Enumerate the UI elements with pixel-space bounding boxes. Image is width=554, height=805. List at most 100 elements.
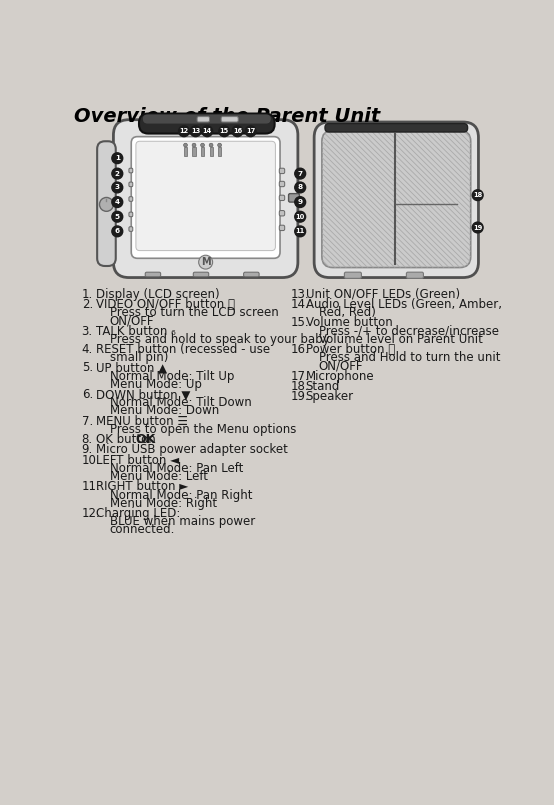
Text: 11: 11 <box>296 229 305 234</box>
Text: ON/OFF: ON/OFF <box>110 314 154 327</box>
Circle shape <box>201 143 204 147</box>
Circle shape <box>219 126 230 137</box>
FancyBboxPatch shape <box>129 212 133 217</box>
Circle shape <box>295 226 306 237</box>
Bar <box>209 147 213 156</box>
Text: Press and Hold to turn the unit: Press and Hold to turn the unit <box>319 351 500 364</box>
Text: Menu Mode: Down: Menu Mode: Down <box>110 404 219 417</box>
Text: Speaker: Speaker <box>306 390 354 403</box>
Text: M: M <box>201 257 211 267</box>
Text: Press to open the Menu options: Press to open the Menu options <box>110 423 296 436</box>
Text: 9.: 9. <box>81 444 93 456</box>
Text: 5: 5 <box>115 213 120 220</box>
FancyBboxPatch shape <box>129 196 133 201</box>
Text: 8.: 8. <box>81 433 93 446</box>
Text: Charging LED:: Charging LED: <box>96 507 181 520</box>
Text: 7: 7 <box>297 171 302 176</box>
Text: OK: OK <box>135 433 155 446</box>
Text: Audio Level LEDs (Green, Amber,: Audio Level LEDs (Green, Amber, <box>306 298 501 311</box>
FancyBboxPatch shape <box>325 123 468 132</box>
FancyBboxPatch shape <box>197 117 209 122</box>
Text: 18: 18 <box>473 192 483 198</box>
Text: 5.: 5. <box>81 361 93 374</box>
Text: 1: 1 <box>115 155 120 161</box>
Text: Menu Mode: Left: Menu Mode: Left <box>110 470 208 483</box>
Text: Normal Mode: Tilt Up: Normal Mode: Tilt Up <box>110 369 234 382</box>
Circle shape <box>232 126 243 137</box>
FancyBboxPatch shape <box>193 272 209 277</box>
FancyBboxPatch shape <box>279 168 285 174</box>
Circle shape <box>245 126 256 137</box>
Circle shape <box>190 126 201 137</box>
FancyBboxPatch shape <box>139 114 275 134</box>
Bar <box>192 147 196 156</box>
Circle shape <box>183 143 187 147</box>
Circle shape <box>112 153 123 163</box>
Text: 6: 6 <box>115 229 120 234</box>
Text: 15: 15 <box>220 128 229 134</box>
Text: 15.: 15. <box>291 316 310 329</box>
Text: Unit ON/OFF LEDs (Green): Unit ON/OFF LEDs (Green) <box>306 287 460 300</box>
Circle shape <box>202 126 213 137</box>
Text: 18.: 18. <box>291 380 310 393</box>
Text: Press to turn the LCD screen: Press to turn the LCD screen <box>110 306 278 319</box>
Circle shape <box>100 197 114 212</box>
Circle shape <box>295 212 306 222</box>
Text: Normal Mode: Pan Left: Normal Mode: Pan Left <box>110 462 243 475</box>
FancyBboxPatch shape <box>129 227 133 231</box>
Bar <box>201 147 204 156</box>
FancyBboxPatch shape <box>143 114 271 123</box>
FancyBboxPatch shape <box>279 181 285 187</box>
Text: Volume level on Parent Unit: Volume level on Parent Unit <box>319 332 483 345</box>
FancyBboxPatch shape <box>289 194 299 202</box>
Text: 13.: 13. <box>291 287 310 300</box>
Circle shape <box>178 126 189 137</box>
Circle shape <box>295 196 306 208</box>
Text: Normal Mode: Pan Right: Normal Mode: Pan Right <box>110 489 252 502</box>
FancyBboxPatch shape <box>136 141 275 250</box>
Text: Overview of the Parent Unit: Overview of the Parent Unit <box>74 107 380 126</box>
Text: 3.: 3. <box>81 324 93 337</box>
Text: 10.: 10. <box>81 454 100 467</box>
Text: UP button ▲: UP button ▲ <box>96 361 167 374</box>
Text: ON/OFF: ON/OFF <box>319 359 363 372</box>
Text: 6.: 6. <box>81 388 93 401</box>
Text: Menu Mode: Up: Menu Mode: Up <box>110 378 202 390</box>
Text: LEFT button ◄: LEFT button ◄ <box>96 454 179 467</box>
Text: Power button ⏻: Power button ⏻ <box>306 343 395 356</box>
Circle shape <box>209 143 213 147</box>
FancyBboxPatch shape <box>221 117 238 122</box>
FancyBboxPatch shape <box>345 272 361 279</box>
Text: DOWN button ▼: DOWN button ▼ <box>96 388 191 401</box>
Text: Micro USB power adapter socket: Micro USB power adapter socket <box>96 444 288 456</box>
FancyBboxPatch shape <box>407 272 423 279</box>
FancyBboxPatch shape <box>129 168 133 173</box>
Text: 3: 3 <box>115 184 120 191</box>
FancyBboxPatch shape <box>131 137 280 258</box>
Circle shape <box>295 182 306 193</box>
Text: Microphone: Microphone <box>306 369 375 382</box>
Text: 9: 9 <box>297 199 303 205</box>
FancyBboxPatch shape <box>279 225 285 230</box>
FancyBboxPatch shape <box>129 182 133 187</box>
Text: BLUE when mains power: BLUE when mains power <box>110 515 255 528</box>
Text: 1.: 1. <box>81 287 93 300</box>
Text: Display (LCD screen): Display (LCD screen) <box>96 287 220 300</box>
Text: 7.: 7. <box>81 415 93 427</box>
Text: 14: 14 <box>203 128 212 134</box>
Text: 2.: 2. <box>81 298 93 311</box>
Text: 4.: 4. <box>81 343 93 356</box>
FancyBboxPatch shape <box>145 272 161 277</box>
FancyBboxPatch shape <box>244 272 259 277</box>
FancyBboxPatch shape <box>279 195 285 200</box>
Text: 12: 12 <box>179 128 188 134</box>
Circle shape <box>218 143 222 147</box>
Text: 14.: 14. <box>291 298 310 311</box>
Text: 12.: 12. <box>81 507 100 520</box>
Text: RIGHT button ►: RIGHT button ► <box>96 481 188 493</box>
Text: 4: 4 <box>115 199 120 205</box>
Circle shape <box>192 143 196 147</box>
Circle shape <box>112 168 123 179</box>
FancyBboxPatch shape <box>114 120 298 278</box>
Circle shape <box>472 190 483 200</box>
